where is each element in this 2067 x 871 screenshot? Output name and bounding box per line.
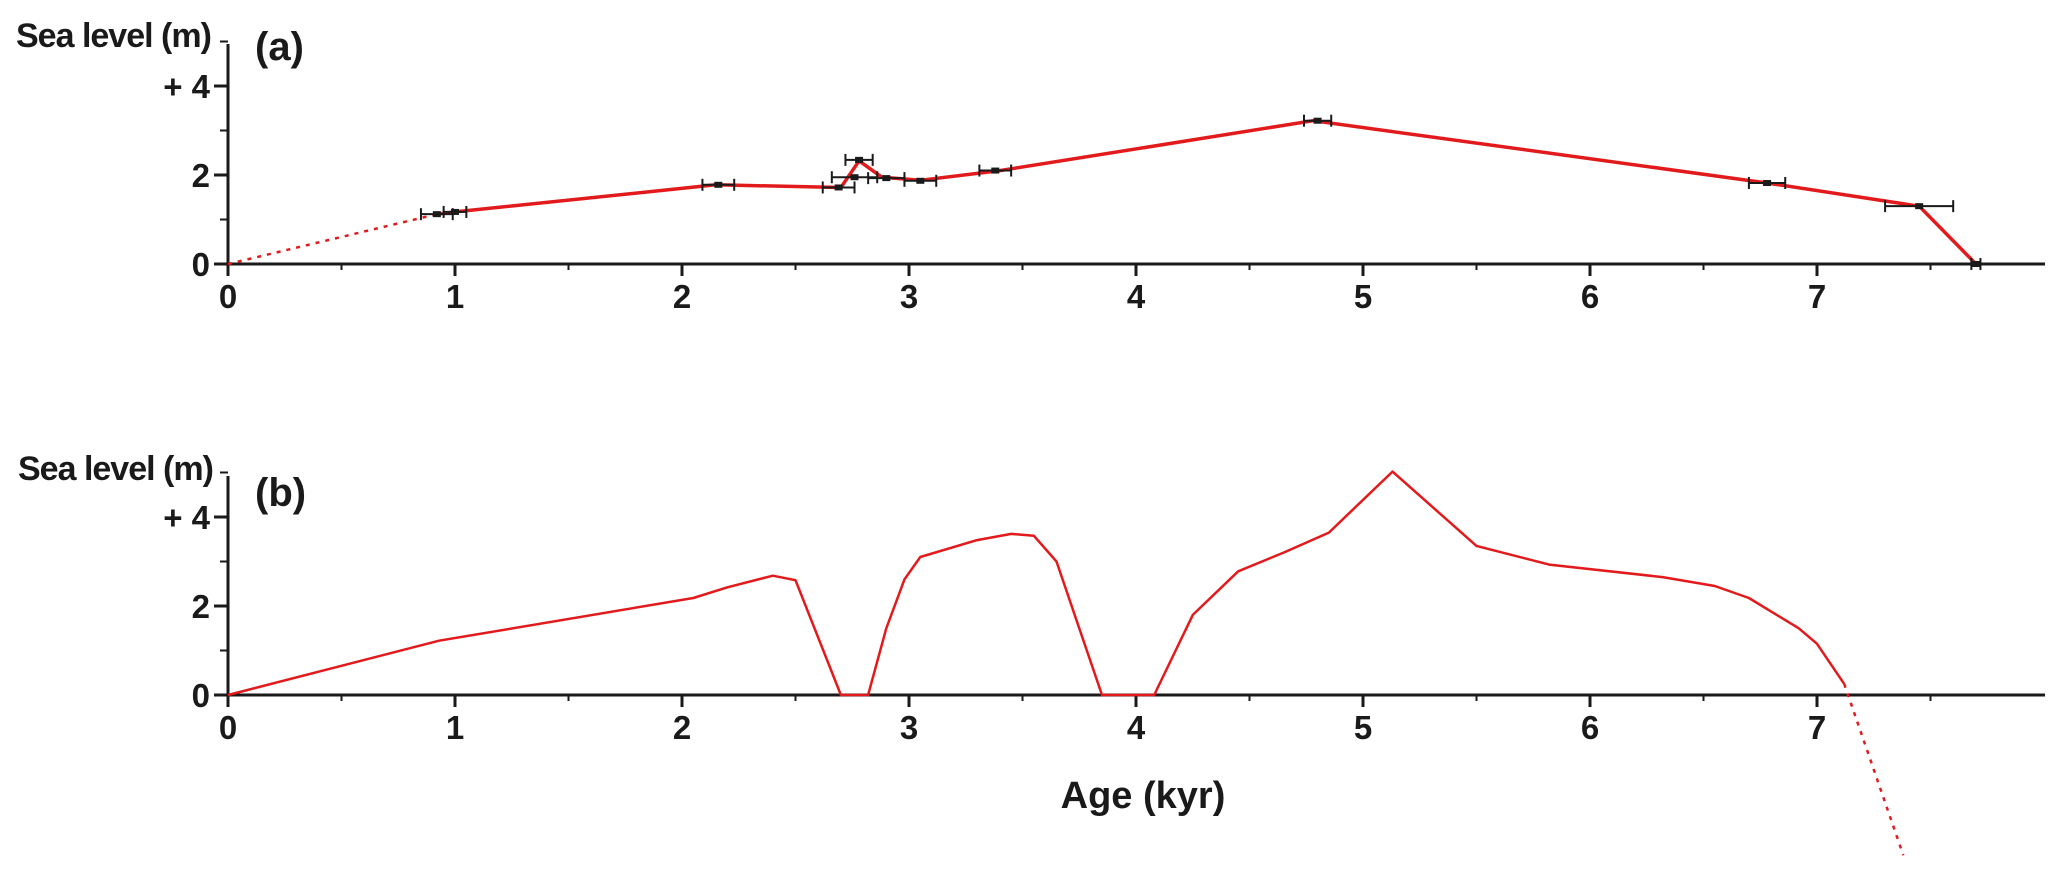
panel-a-x-tick-label: 6 [1581,278,1599,315]
panel-b-x-tick-label: 2 [673,709,691,746]
panel-a-x-tick-label: 0 [219,278,237,315]
panel-a-data-point [855,156,864,163]
panel-b-y-tick-label: 2 [192,588,210,625]
panel-a-data-point [1915,203,1924,210]
panel-a-x-tick-label: 7 [1808,278,1826,315]
panel-a-error-bar [978,164,1013,177]
panel-a-data-point [850,174,859,181]
panel-a-error-bar [1747,177,1787,190]
panel-a-data-point [882,175,891,182]
panel-a-error-bar [1302,114,1333,127]
panel-a-label: (a) [255,25,304,69]
panel-a-error-bar [821,181,856,194]
panel-a-error-bar [844,153,874,166]
panel-a-y-tick-label: 0 [192,246,210,283]
panel-a-y-tick-label: + 4 [163,68,210,105]
panel-b-sea-level-curve [227,470,1846,697]
panel-b-x-tick-label: 7 [1808,709,1826,746]
panel-a-x-tick-label: 1 [446,278,464,315]
panel-a-data-point [916,177,925,184]
panel-a-chart: Sea level (m) (a) 0 1 2 3 4 5 6 7 0 2 + 4 [16,17,2045,315]
panel-b-x-tick-label: 4 [1127,709,1146,746]
panel-b-x-tick-label: 0 [219,709,237,746]
panel-a-data-point [1313,117,1322,124]
panel-a-error-bar [867,172,906,185]
panel-a-y-axis-label: Sea level (m) [16,17,211,55]
panel-b-y-axis-label: Sea level (m) [18,450,213,488]
panel-a-error-bar [701,178,736,191]
panel-a-data-point [714,181,723,188]
panel-a-y-tick-label: 2 [192,157,210,194]
panel-a-error-bar [442,205,468,218]
panel-b-marks [227,470,1905,856]
panel-a-error-bar [1884,200,1955,213]
panel-b-y-tick-label: + 4 [163,499,210,536]
panel-b-x-tick-label: 3 [900,709,918,746]
panel-b-axes: 0 1 2 3 4 5 6 7 0 2 + 4 [163,471,2045,746]
panel-a-x-tick-label: 2 [673,278,691,315]
panel-a-data-point [1971,261,1980,267]
panel-a-error-bar [903,174,938,187]
panel-a-error-bar [419,208,454,221]
panel-a-data-point [1763,180,1772,187]
panel-b-x-tick-label: 6 [1581,709,1599,746]
panel-a-data-point [432,211,441,218]
panel-b-dotted-extrapolation-line [1843,683,1905,856]
panel-a-x-tick-label: 4 [1127,278,1146,315]
x-axis-label: Age (kyr) [1061,775,1226,817]
panel-a-data-point [991,167,1000,174]
panel-a-dotted-extrapolation-line [227,212,438,266]
panel-a-data-point [834,184,843,191]
panel-b-label: (b) [255,471,306,515]
panel-b-y-tick-label: 0 [192,677,210,714]
panel-a-axes: 0 1 2 3 4 5 6 7 0 2 + 4 [163,40,2045,315]
panel-a-sea-level-curve [436,118,1978,266]
panel-a-error-bar [1970,258,1982,270]
panel-b-chart: Sea level (m) (b) 0 1 2 3 4 5 6 7 0 2 + 4 Age (kyr… [18,450,2045,856]
panel-b-x-tick-label: 1 [446,709,464,746]
panel-a-x-tick-label: 5 [1354,278,1372,315]
panel-a-x-tick-label: 3 [900,278,918,315]
panel-a-marks [227,114,1982,270]
panel-a-data-point [451,208,459,215]
panel-b-x-tick-label: 5 [1354,709,1372,746]
